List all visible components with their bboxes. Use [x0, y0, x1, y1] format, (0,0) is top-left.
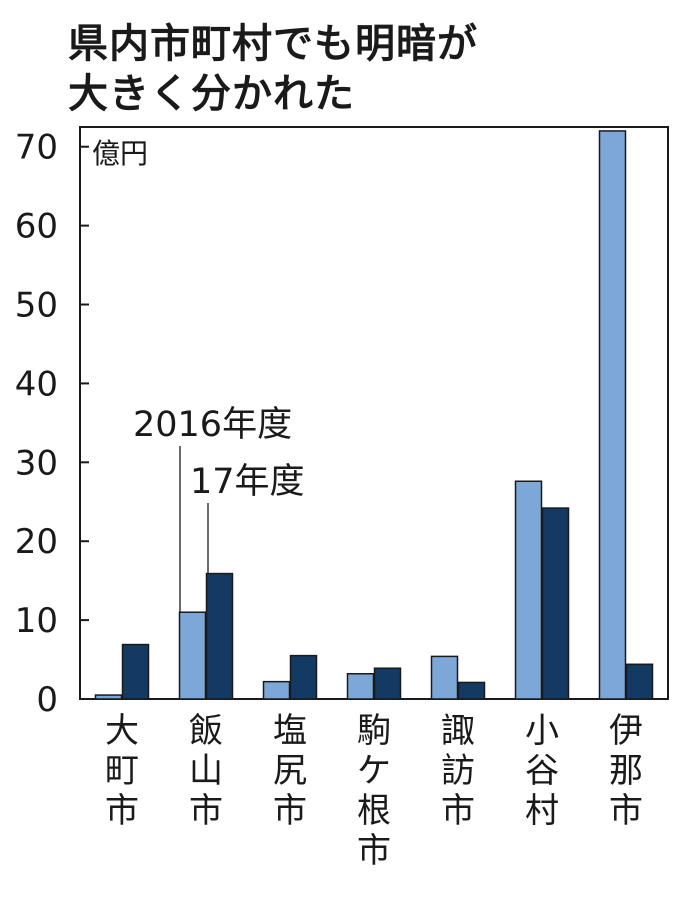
bars	[94, 130, 654, 700]
x-category-char: 飯	[189, 711, 223, 751]
x-category-label: 飯山市	[189, 711, 223, 831]
x-category-char: ケ	[357, 751, 391, 791]
bar-17-1	[205, 572, 234, 700]
x-category-char: 駒	[357, 711, 391, 751]
x-category-label: 小谷村	[525, 711, 559, 831]
y-tick-label: 60	[15, 207, 58, 247]
bar-17-0	[121, 643, 150, 700]
y-tick-label: 40	[15, 364, 58, 404]
bar-2016-1	[178, 611, 207, 700]
x-category-char: 市	[273, 791, 307, 831]
x-category-char: 小	[525, 711, 559, 751]
bar-17-5	[541, 507, 570, 700]
x-category-char: 塩	[273, 711, 307, 751]
x-category-char: 町	[105, 751, 139, 791]
y-tick-label: 50	[15, 286, 58, 326]
bar-17-2	[289, 654, 318, 700]
bar-2016-6	[598, 130, 627, 700]
bar-17-3	[373, 667, 402, 700]
legend-label-2016: 2016年度	[133, 405, 292, 445]
y-tick-label: 70	[15, 128, 58, 168]
x-category-char: 伊	[609, 711, 643, 751]
y-axis: 0 10 20 30 40 50 60 70	[15, 128, 89, 720]
x-category-char: 訪	[441, 751, 475, 791]
x-category-char: 市	[441, 791, 475, 831]
legend-label-17: 17年度	[190, 462, 305, 502]
x-category-char: 市	[357, 831, 391, 871]
x-category-char: 尻	[273, 751, 307, 791]
x-category-label: 伊那市	[609, 711, 643, 831]
y-tick-label: 10	[15, 601, 58, 641]
chart-title-line-2: 大きく分かれた	[68, 71, 355, 117]
bar-17-4	[457, 681, 486, 700]
x-category-label: 大町市	[105, 711, 139, 831]
x-category-char: 谷	[525, 751, 559, 791]
x-category-char: 諏	[441, 711, 475, 751]
x-category-label: 諏訪市	[441, 711, 475, 831]
y-tick-label: 20	[15, 522, 58, 562]
bar-2016-3	[346, 673, 375, 700]
bar-2016-0	[94, 694, 123, 700]
bar-2016-4	[430, 655, 459, 700]
x-category-char: 市	[609, 791, 643, 831]
x-category-char: 村	[525, 791, 559, 831]
bar-2016-2	[262, 680, 291, 700]
x-category-label: 塩尻市	[273, 711, 307, 831]
x-category-char: 市	[105, 791, 139, 831]
x-category-char: 那	[609, 751, 643, 791]
legend-callout: 2016年度 17年度	[133, 405, 305, 612]
chart-title-line-1: 県内市町村でも明暗が	[68, 21, 478, 67]
y-tick-label: 30	[15, 443, 58, 483]
x-category-char: 根	[357, 791, 391, 831]
x-category-char: 市	[189, 791, 223, 831]
bar-17-6	[625, 663, 654, 700]
bar-2016-5	[514, 480, 543, 700]
y-unit-label: 億円	[92, 137, 148, 170]
x-category-char: 山	[189, 751, 223, 791]
x-category-char: 大	[105, 711, 139, 751]
y-tick-label: 0	[36, 680, 58, 720]
